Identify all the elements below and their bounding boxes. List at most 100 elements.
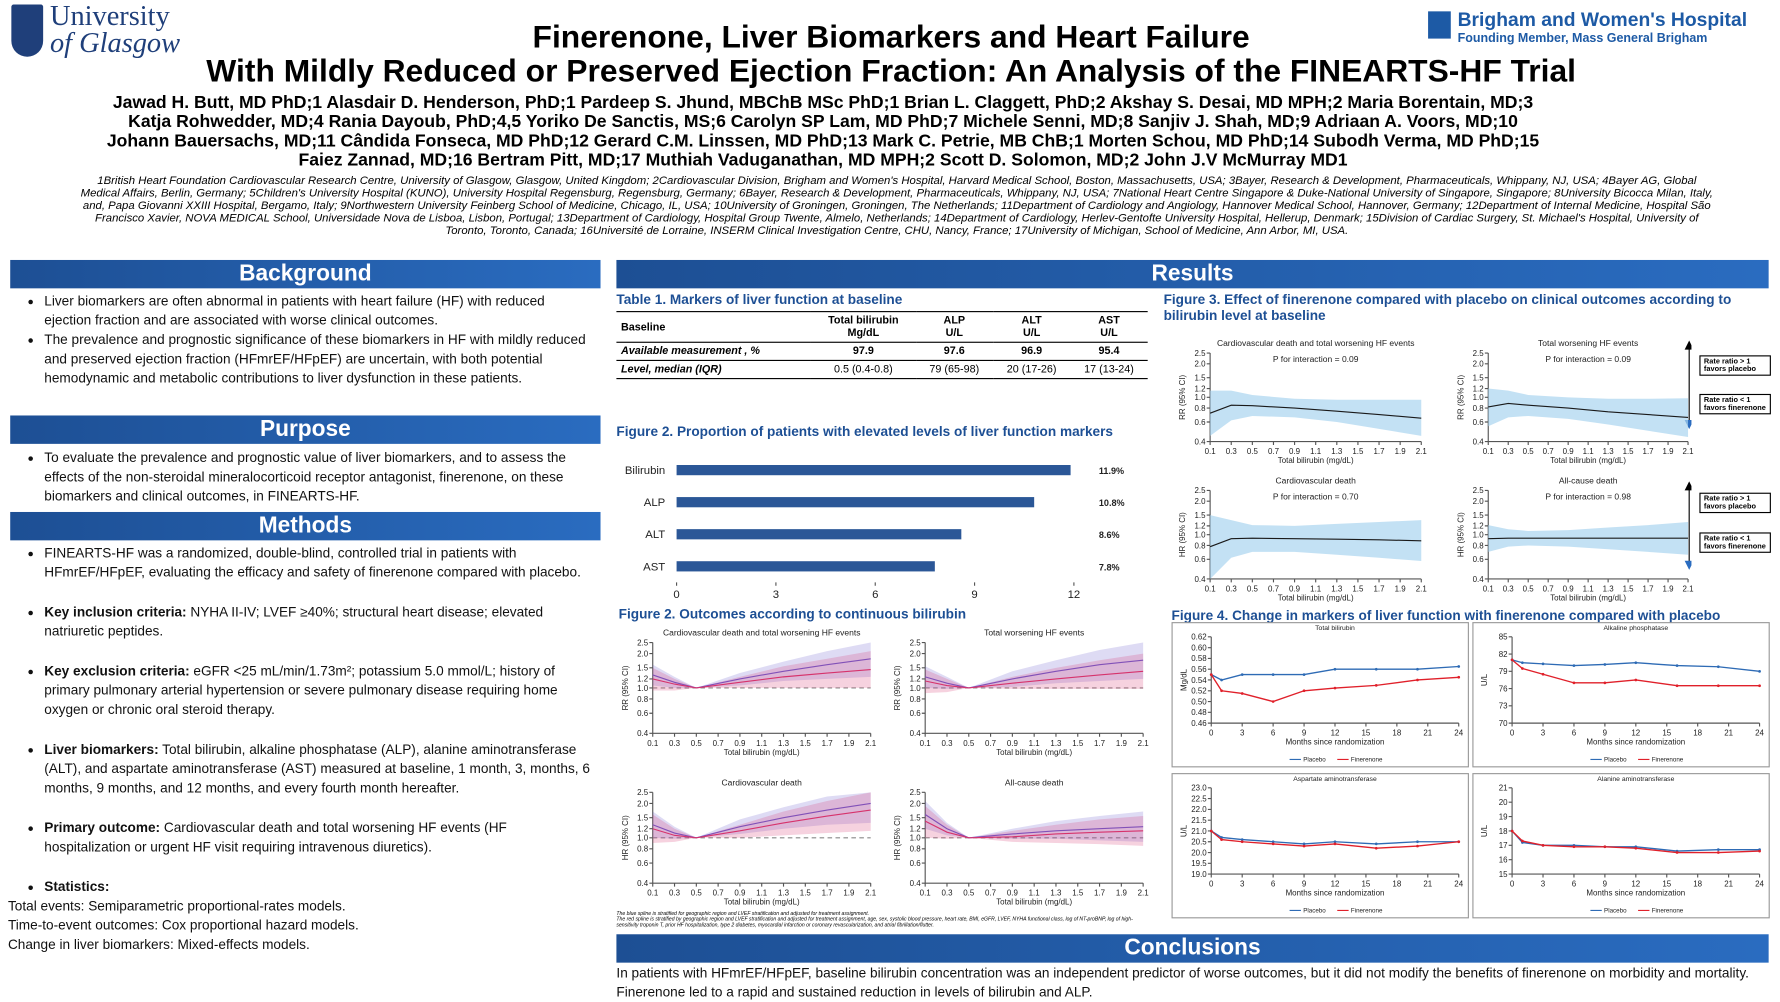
- table-header: Baseline Total bilirubin Mg/dL ALP U/L ALT U/L…: [616, 311, 1148, 343]
- x-tick-label: 9: [971, 589, 977, 598]
- point: [1209, 673, 1213, 676]
- y-tick-label: 1.5: [1473, 511, 1485, 520]
- spline: [925, 659, 1144, 689]
- figure-title: Figure 3. Effect of finerenone compared …: [1163, 291, 1732, 324]
- point: [1572, 845, 1576, 849]
- x-tick-label: 18: [1693, 729, 1702, 738]
- y-tick-label: 19.0: [1191, 870, 1207, 879]
- chart: Cardiovascular death P for interaction = …: [1178, 476, 1428, 603]
- cell: 20 (17-26): [992, 360, 1071, 380]
- point: [1374, 846, 1378, 850]
- y-tick-label: 76: [1499, 684, 1508, 693]
- point: [1675, 851, 1679, 854]
- x-axis-label: Months since randomization: [1286, 889, 1385, 898]
- chart-title: Cardiovascular death and total worsening…: [663, 628, 861, 638]
- figure-title: Figure 2. Proportion of patients with el…: [616, 423, 1113, 440]
- x-tick-label: 6: [872, 589, 878, 598]
- point: [1302, 844, 1306, 848]
- x-tick-label: 1.5: [1072, 739, 1084, 748]
- affiliations: 1British Heart Foundation Cardiovascular…: [80, 174, 1713, 238]
- chart-title: Total worsening HF events: [984, 628, 1084, 638]
- x-tick-label: 3: [1240, 880, 1245, 889]
- value-label: 11.9%: [1099, 466, 1124, 476]
- point: [1675, 664, 1679, 667]
- chart-title: Total worsening HF events: [1538, 338, 1638, 348]
- x-tick-label: 0.9: [734, 889, 746, 898]
- author-line: Johann Bauersachs, MD;11 Cândida Fonseca…: [106, 131, 1540, 151]
- bullet-list: FINEARTS-HF was a randomized, double-bli…: [10, 544, 595, 897]
- y-tick-label: 1.2: [1195, 522, 1207, 531]
- x-tick-label: 0.9: [1563, 584, 1575, 593]
- value-label: 8.6%: [1099, 530, 1120, 540]
- y-tick-label: 1.5: [1195, 374, 1207, 383]
- x-tick-label: 0.5: [1247, 584, 1259, 593]
- point: [1758, 849, 1761, 853]
- header-cell: ALT U/L: [992, 311, 1071, 343]
- chart: Total worsening HF events 0.1 0.3 0.5 0.7 0.9…: [893, 628, 1149, 757]
- y-tick-label: 22.0: [1191, 805, 1207, 814]
- x-tick-label: 0.7: [713, 889, 725, 898]
- bullet: The prevalence and prognostic significan…: [44, 330, 595, 388]
- x-tick-label: 3: [1240, 729, 1245, 738]
- point: [1333, 840, 1337, 844]
- x-tick-label: 2.1: [1416, 447, 1428, 456]
- y-tick-label: 2.0: [637, 649, 649, 658]
- point: [1510, 829, 1514, 833]
- x-tick-label: 2.1: [1416, 584, 1428, 593]
- x-tick-label: 0.9: [1563, 447, 1575, 456]
- y-tick-label: 20.5: [1191, 838, 1207, 847]
- point: [1240, 673, 1244, 676]
- y-tick-label: 0.46: [1191, 719, 1207, 728]
- x-tick-label: 0.9: [1007, 739, 1019, 748]
- legend-label: Finerenone: [1351, 757, 1383, 764]
- stat: Change in liver biomarkers: Mixed-effect…: [7, 936, 310, 953]
- section-heading: Results: [616, 259, 1769, 289]
- label: Key exclusion criteria:: [44, 662, 190, 679]
- bullet: To evaluate the prevalence and prognosti…: [44, 448, 595, 506]
- x-tick-label: 1.7: [1643, 584, 1655, 593]
- bullet: Statistics:: [44, 878, 595, 897]
- x-tick-label: 15: [1662, 880, 1671, 889]
- x-tick-label: 12: [1631, 880, 1640, 889]
- logo-right: Brigham and Women's Hospital Founding Me…: [1458, 9, 1747, 45]
- cell: 97.6: [915, 342, 993, 361]
- x-tick-label: 3: [1541, 729, 1546, 738]
- x-tick-label: 0.5: [1523, 584, 1535, 593]
- logo-text: Founding Member, Mass General Brigham: [1457, 31, 1708, 46]
- x-tick-label: 6: [1572, 729, 1577, 738]
- y-axis-label: Mg/dL: [1179, 668, 1188, 691]
- bullet-list: Liver biomarkers are often abnormal in p…: [10, 292, 595, 388]
- y-tick-label: 23.0: [1191, 784, 1207, 793]
- point: [1333, 667, 1337, 671]
- y-tick-label: 2.0: [1473, 360, 1485, 369]
- y-tick-label: 2.0: [1195, 360, 1207, 369]
- y-axis-label: U/L: [1179, 824, 1188, 837]
- x-tick-label: 1.7: [1374, 447, 1386, 456]
- y-tick-label: 0.58: [1191, 654, 1207, 663]
- y-tick-label: 17: [1499, 841, 1508, 850]
- cell: 0.5 (0.4-0.8): [811, 360, 916, 380]
- x-tick-label: 1.3: [778, 739, 790, 748]
- bar: [676, 465, 1071, 476]
- x-tick-label: 21: [1423, 729, 1432, 738]
- point: [1758, 684, 1761, 688]
- chart: Cardiovascular death and total worsening…: [1178, 338, 1428, 465]
- y-tick-label: 0.48: [1191, 708, 1207, 717]
- chart-title: Alanine aminotransferase: [1597, 776, 1674, 783]
- y-tick-label: 1.5: [910, 814, 922, 823]
- bar: [676, 497, 1035, 508]
- hospital-icon: [1428, 11, 1451, 39]
- x-tick-label: 2.1: [1138, 889, 1150, 898]
- x-tick-label: 0.1: [1483, 584, 1495, 593]
- y-tick-label: 0.4: [1473, 437, 1485, 446]
- point: [1271, 700, 1275, 703]
- y-tick-label: 1.0: [910, 834, 922, 843]
- y-tick-label: 2.5: [1195, 486, 1207, 495]
- section-heading: Methods: [10, 511, 601, 541]
- header-text: U/L: [945, 326, 964, 340]
- x-tick-label: 1.3: [1331, 584, 1343, 593]
- x-tick-label: 1.5: [1352, 584, 1364, 593]
- point: [1457, 665, 1461, 668]
- y-axis-label: HR (95% CI): [621, 815, 630, 860]
- x-tick-label: 24: [1454, 729, 1463, 738]
